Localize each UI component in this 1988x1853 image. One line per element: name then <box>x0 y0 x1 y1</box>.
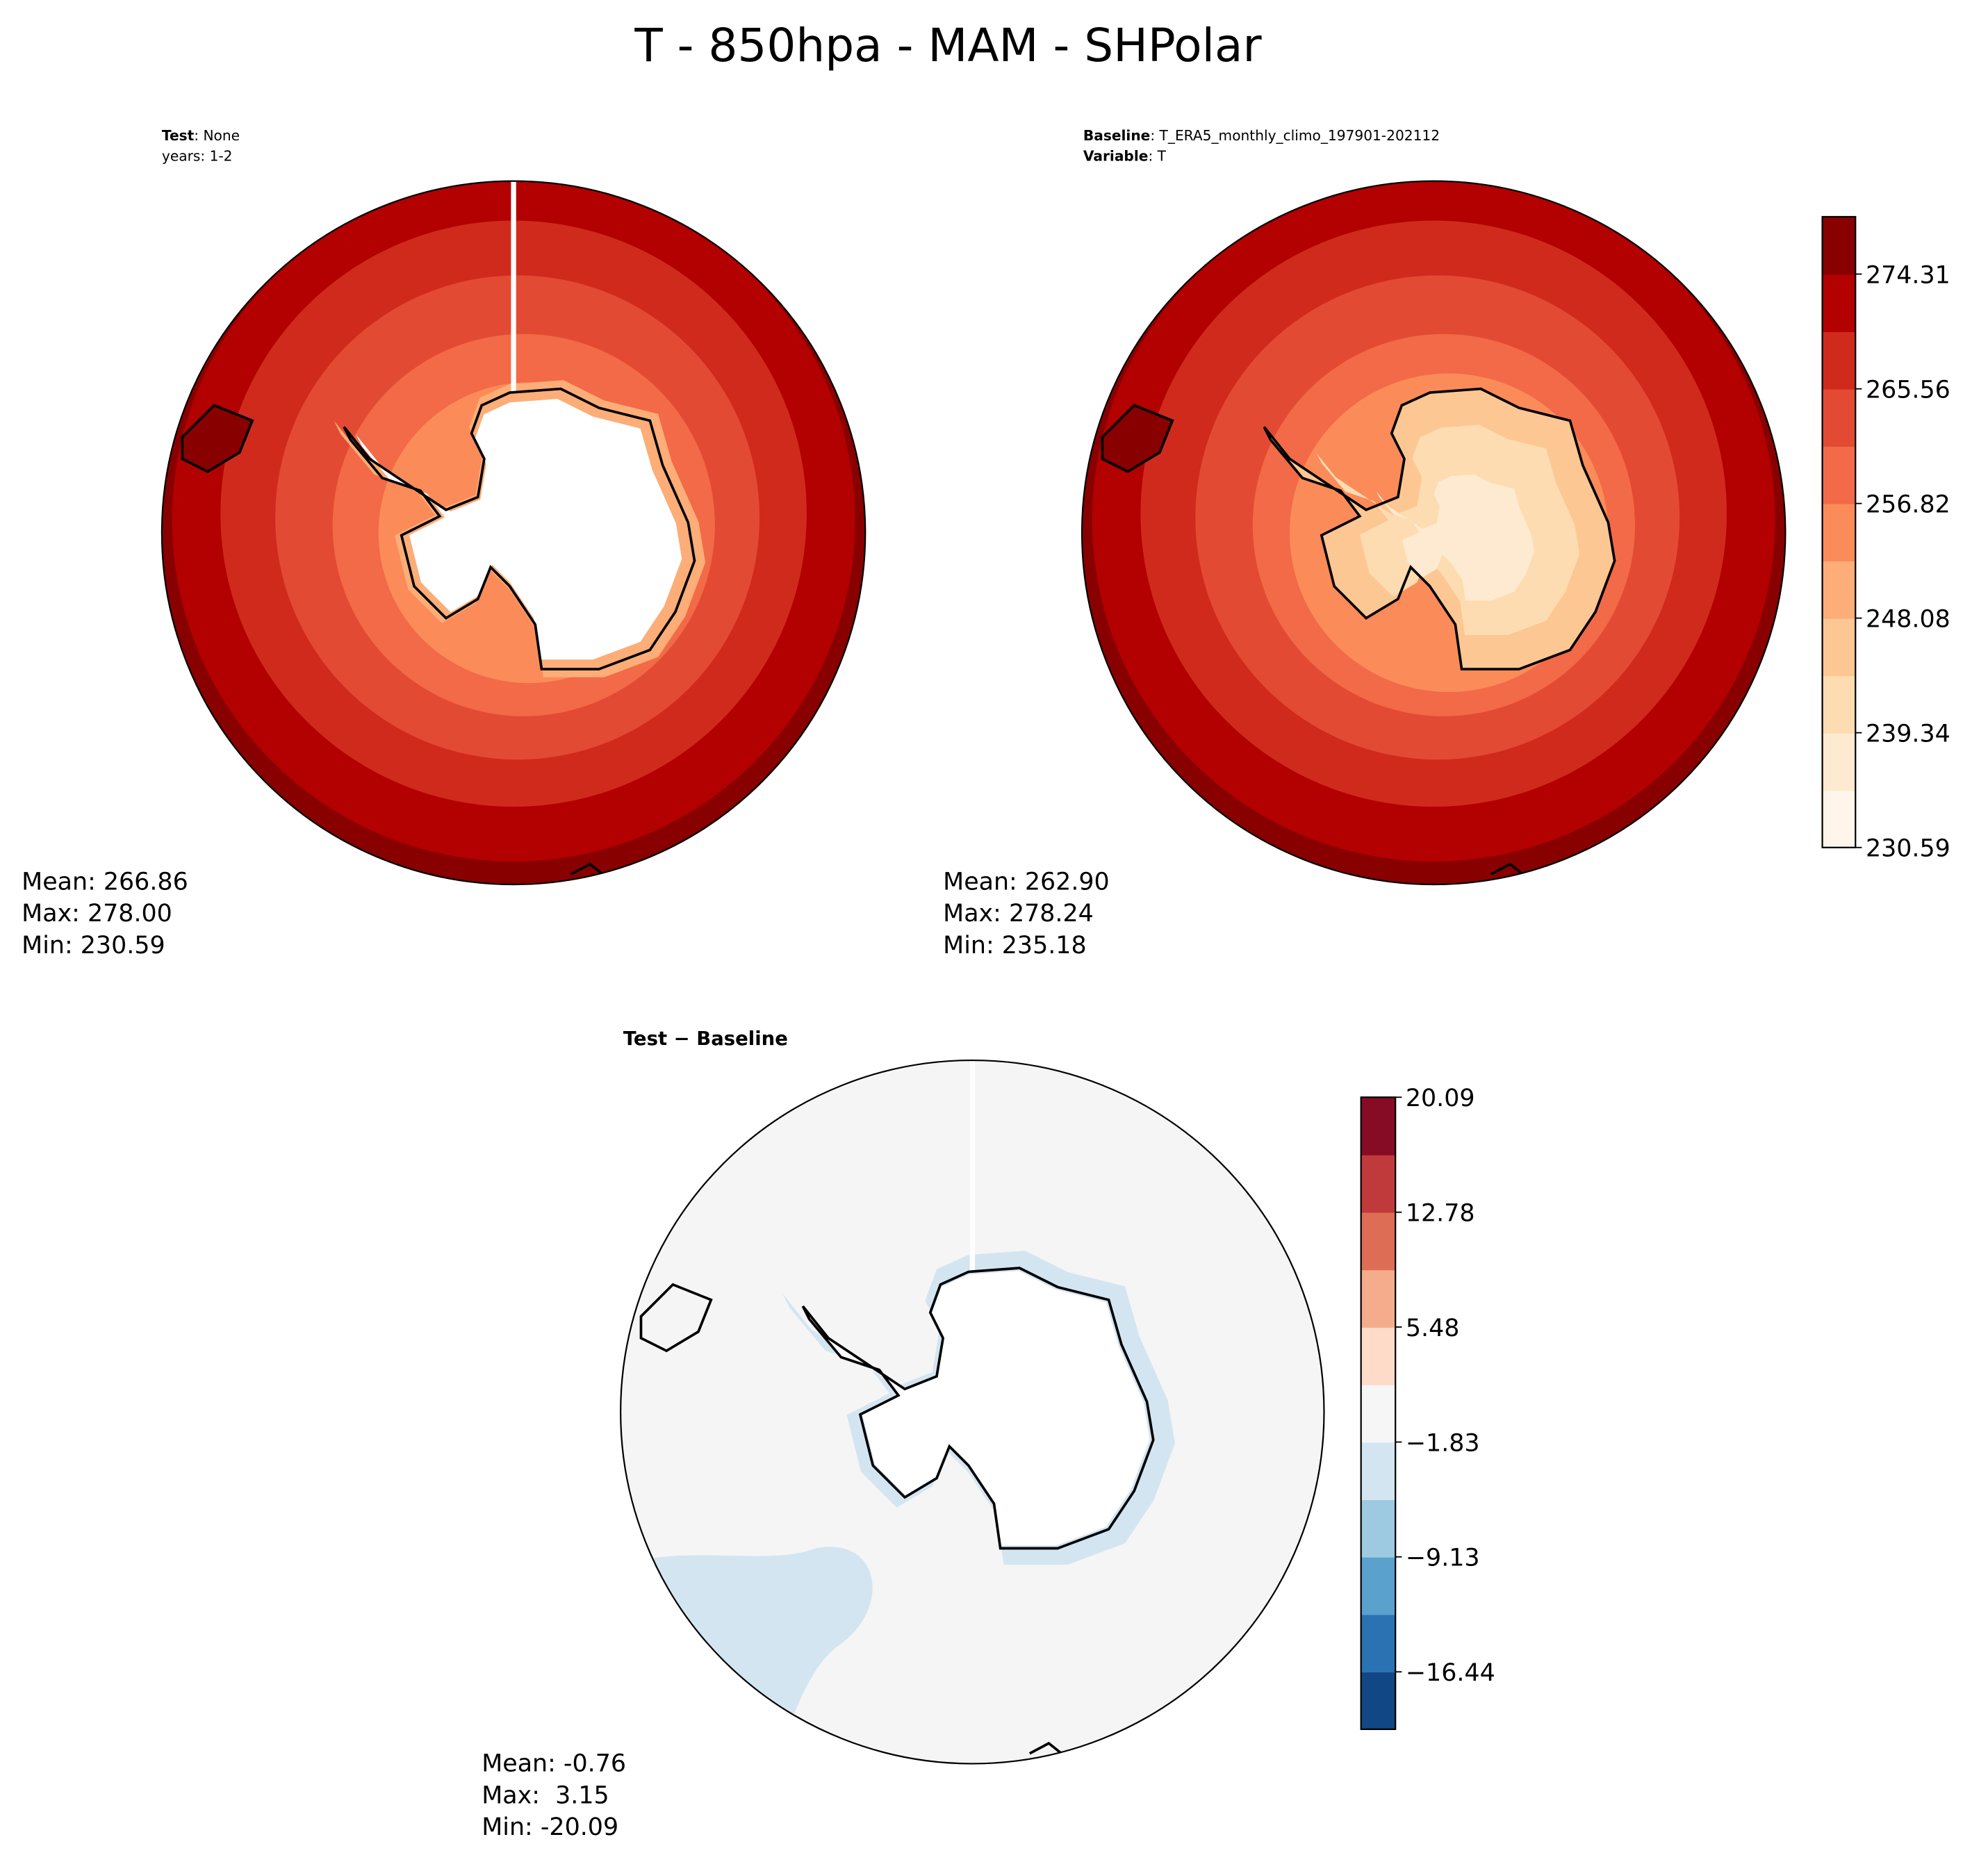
colorbar-band <box>1822 790 1856 848</box>
colorbar-tick-label: 20.09 <box>1406 1085 1475 1112</box>
colorbar-band <box>1361 1097 1396 1155</box>
colorbar-tick-label: 248.08 <box>1866 605 1950 633</box>
subtitle-key: Test − Baseline <box>623 1028 788 1050</box>
coastline <box>1028 1741 1062 1755</box>
colorbar-band <box>1822 503 1856 562</box>
colorbar-tick-label: −16.44 <box>1406 1659 1495 1687</box>
colorbar-frame <box>1360 1096 1397 1731</box>
colorbar-band <box>1361 1384 1396 1443</box>
map-panel <box>1081 180 1786 886</box>
panel-subtitle: Test − Baseline <box>623 1028 788 1050</box>
panel-stat: Min: -20.09 <box>482 1813 618 1841</box>
colorbar-band <box>1822 675 1856 734</box>
panel-stat: Min: 230.59 <box>22 932 165 960</box>
map-fill <box>1082 181 1786 884</box>
panel-subtitle: Baseline: T_ERA5_monthly_climo_197901-20… <box>1083 127 1440 144</box>
map-panel <box>620 1059 1325 1765</box>
contour-band <box>1376 474 1534 601</box>
colorbar-tick-label: 12.78 <box>1406 1200 1475 1228</box>
panel-stat: Min: 235.18 <box>943 932 1086 960</box>
colorbar-tick-label: 5.48 <box>1406 1315 1460 1342</box>
subtitle-key: Test <box>162 127 195 144</box>
map-border <box>161 180 866 886</box>
colorbar-band <box>1361 1556 1396 1615</box>
colorbar-band <box>1361 1614 1396 1673</box>
colorbar-tick-label: 274.31 <box>1866 261 1950 289</box>
colorbar-band <box>1822 732 1856 791</box>
coastline <box>1263 387 1616 670</box>
map-panel <box>161 180 866 886</box>
colorbar-band <box>1822 274 1856 332</box>
colorbar-tick-label: −1.83 <box>1406 1429 1480 1457</box>
coastline <box>639 1283 713 1353</box>
colorbar-tick-label: −9.13 <box>1406 1545 1480 1572</box>
colorbar-band <box>1822 561 1856 619</box>
panel-subtitle: Variable: T <box>1083 147 1167 164</box>
colorbar-band <box>1822 446 1856 504</box>
colorbar-band <box>1361 1154 1396 1213</box>
subtitle-value: years: 1-2 <box>162 147 233 164</box>
colorbar-band <box>1361 1212 1396 1271</box>
figure-title: T - 850hpa - MAM - SHPolar <box>634 19 1262 72</box>
colorbar-band <box>1361 1672 1396 1730</box>
coastline <box>181 404 254 473</box>
coastline <box>801 1267 1155 1550</box>
missing-line <box>969 1060 975 1271</box>
subtitle-value: : T <box>1148 147 1166 164</box>
missing-line <box>511 181 516 392</box>
subtitle-key: Variable <box>1083 147 1149 164</box>
colorbar-band <box>1361 1499 1396 1558</box>
coastline <box>1101 404 1174 473</box>
coastline <box>343 387 696 670</box>
map-fill <box>161 181 866 884</box>
panel-stat: Mean: -0.76 <box>482 1749 626 1777</box>
map-border <box>620 1059 1325 1765</box>
map-fill <box>621 1060 1324 1764</box>
subtitle-value: : None <box>194 127 240 144</box>
colorbar-frame <box>1821 215 1857 848</box>
colorbar-band <box>1361 1442 1396 1501</box>
colorbar-tick-label: 256.82 <box>1866 491 1950 518</box>
panel-stat: Max: 3.15 <box>482 1781 609 1809</box>
colorbar-tick-label: 239.34 <box>1866 720 1950 748</box>
panel-stat: Max: 278.00 <box>22 900 172 928</box>
colorbar-band <box>1822 216 1856 275</box>
colorbar-band <box>1822 618 1856 677</box>
missing-area <box>356 399 682 660</box>
panel-stat: Max: 278.24 <box>943 900 1094 928</box>
colorbar-tick-label: 265.56 <box>1866 376 1950 404</box>
colorbar-band <box>1361 1327 1396 1385</box>
subtitle-value: : T_ERA5_monthly_climo_197901-202112 <box>1150 127 1440 144</box>
colorbar-band <box>1822 331 1856 390</box>
panel-stat: Mean: 262.90 <box>943 868 1110 896</box>
coastline <box>570 862 604 875</box>
colorbar-band <box>1361 1269 1396 1328</box>
missing-area <box>806 1271 1150 1546</box>
map-border <box>1081 180 1786 886</box>
panel-subtitle: Test: None <box>162 127 240 144</box>
colorbar-band <box>1822 388 1856 447</box>
colorbar-tick-label: 230.59 <box>1866 835 1950 863</box>
subtitle-key: Baseline <box>1083 127 1150 144</box>
panel-stat: Mean: 266.86 <box>22 868 188 896</box>
coastline <box>1490 862 1524 875</box>
panel-subtitle: years: 1-2 <box>162 147 233 164</box>
